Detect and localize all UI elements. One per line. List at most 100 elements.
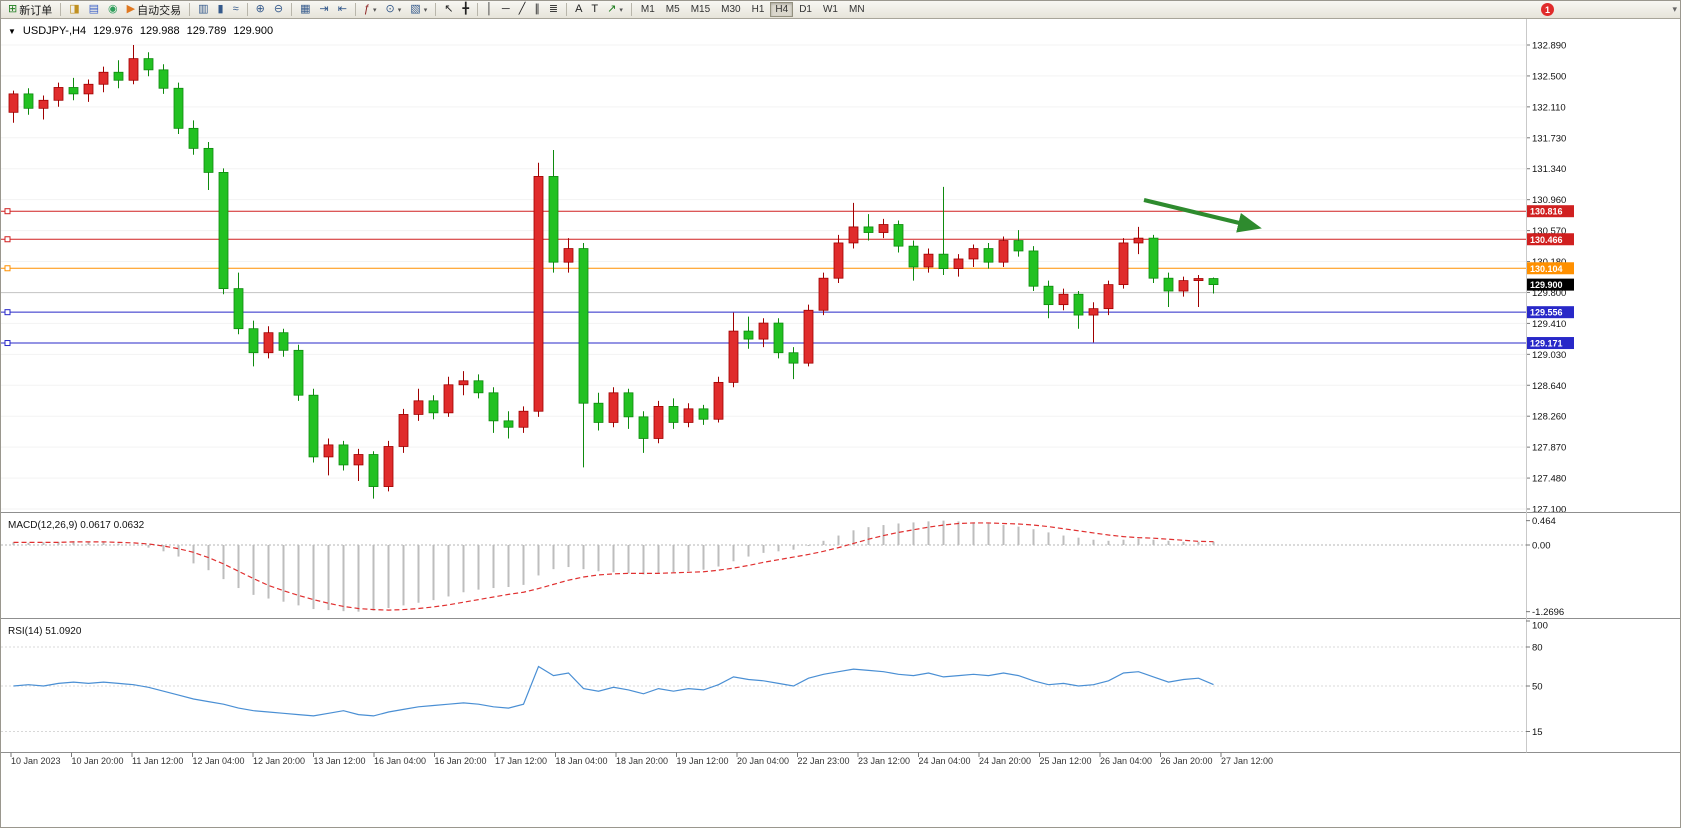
autotrading-button[interactable]: ▶ 自动交易 [123, 1, 185, 19]
time-axis-label: 10 Jan 2023 [11, 756, 61, 766]
vertical-line-button[interactable]: │ [482, 1, 497, 19]
auto-scroll-button[interactable]: ⇥ [315, 1, 332, 19]
chart-shift-button[interactable]: ⇤ [334, 1, 351, 19]
notification-badge[interactable]: 1 [1541, 3, 1554, 16]
tf-w1-button[interactable]: W1 [822, 4, 838, 15]
time-axis-label: 27 Jan 12:00 [1221, 756, 1274, 766]
indicators-button[interactable]: ƒ ▾ [360, 1, 381, 19]
chart-area: 132.890 132.500 132.110 131.730 131.340 130.9… [1, 19, 1681, 828]
periods-button-dropdown-icon[interactable]: ▾ [397, 6, 402, 14]
candles [8, 45, 1219, 499]
toolbar-separator [354, 3, 356, 16]
symbol-dropdown-icon[interactable]: ▼ [8, 26, 16, 36]
time-axis-label: 12 Jan 04:00 [192, 756, 245, 766]
time-axis-label: 17 Jan 12:00 [495, 756, 548, 766]
periods-button[interactable]: ⊙ ▾ [382, 1, 406, 19]
bar-chart-button[interactable]: ▥ [194, 1, 212, 19]
market-watch-icon[interactable]: ◨ [65, 1, 83, 19]
periods-icon: ⊙ [385, 3, 395, 15]
horizontal-line[interactable]: 130.466 [1, 233, 1574, 246]
time-axis-label: 26 Jan 04:00 [1100, 756, 1153, 766]
tf-m5-button[interactable]: M5 [665, 4, 680, 15]
label-button[interactable]: T [587, 1, 602, 19]
trendline-button[interactable]: ╱ [515, 1, 530, 19]
new-order-button[interactable]: ⊞ 新订单 [4, 1, 56, 19]
tf-m30-button[interactable]: M30 [721, 4, 741, 15]
channel-icon: ∥ [534, 3, 540, 15]
trendline-icon: ╱ [518, 3, 526, 15]
new-order-icon: ⊞ [8, 3, 18, 15]
price-axis-label: 128.260 [1532, 412, 1566, 423]
toolbar-separator [477, 3, 479, 16]
time-axis[interactable]: 10 Jan 2023 10 Jan 20:00 11 Jan 12:00 12 Ja… [1, 756, 1680, 772]
horizontal-line-button[interactable]: ─ [498, 1, 514, 19]
time-axis-label: 10 Jan 20:00 [71, 756, 124, 766]
price-axis-label: 132.500 [1532, 71, 1566, 82]
indicators-button-dropdown-icon[interactable]: ▾ [373, 6, 377, 14]
toolbar-separator [189, 3, 191, 16]
tile-windows-button[interactable]: ▦ [296, 1, 314, 19]
zoom-in-button[interactable]: ⊕ [252, 1, 269, 19]
tf-d1-button[interactable]: D1 [799, 4, 812, 15]
horizontal-line[interactable]: 130.816 [1, 205, 1574, 218]
price-axis-label: 132.110 [1532, 102, 1566, 113]
tf-m1-button[interactable]: M1 [640, 4, 655, 15]
label-icon: T [591, 3, 599, 15]
zoom-out-button[interactable]: ⊖ [270, 1, 287, 19]
rsi-line [13, 665, 1214, 717]
candle-chart-button[interactable]: ▮ [214, 1, 228, 19]
horizontal-line[interactable]: 130.104 [1, 262, 1574, 275]
cursor-button[interactable]: ↖ [440, 1, 457, 19]
price-axis-label: 127.100 [1532, 505, 1566, 516]
price-axis-label: 127.870 [1532, 443, 1566, 454]
tf-mn-button[interactable]: MN [848, 4, 865, 15]
templates-button-dropdown-icon[interactable]: ▾ [423, 6, 428, 14]
price-axis-label: 129.030 [1532, 350, 1566, 361]
chart-shift-icon: ⇤ [337, 3, 347, 15]
auto-scroll-icon: ⇥ [319, 3, 329, 15]
text-button[interactable]: A [571, 1, 586, 19]
price-axis-label: 131.730 [1532, 133, 1566, 144]
time-axis-label: 13 Jan 12:00 [313, 756, 366, 766]
chart-title: USDJPY-,H4 [22, 25, 87, 37]
price-chart-canvas[interactable]: 132.890 132.500 132.110 131.730 131.340 130.9… [1, 19, 1681, 828]
channel-button[interactable]: ∥ [530, 1, 544, 19]
navigator-icon[interactable]: ▤ [85, 1, 103, 19]
line-chart-button[interactable]: ≈ [229, 1, 243, 19]
toolbar-separator [246, 3, 248, 16]
toolbar: 1 ▾ ⊞ 新订单 ◨ ▤ ◉ ▶ 自动交易 ▥ ▮ ≈ ⊕ ⊖ ▦ ⇥ ⇤ ƒ ▾ ⊙ ▾ ▧ ▾ ↖ ╋ │ ─ ╱ ∥ ≣ A T ↗… [1, 1, 1680, 19]
time-axis-label: 16 Jan 20:00 [434, 756, 487, 766]
terminal-icon[interactable]: ◉ [104, 1, 122, 19]
time-axis-label: 23 Jan 12:00 [858, 756, 911, 766]
line-chart-icon: ≈ [232, 3, 239, 15]
tf-h1-button[interactable]: H1 [751, 4, 765, 15]
svg-text:50: 50 [1532, 682, 1543, 693]
price-axis-label: 129.410 [1532, 319, 1566, 330]
templates-button[interactable]: ▧ ▾ [406, 1, 431, 19]
macd-signal-line [13, 522, 1214, 611]
price-axis-label: 128.640 [1532, 381, 1566, 392]
trend-arrow-annotation[interactable] [1143, 198, 1262, 233]
tf-m15-button[interactable]: M15 [690, 4, 711, 15]
time-axis-label: 12 Jan 20:00 [253, 756, 306, 766]
time-axis-label: 16 Jan 04:00 [374, 756, 427, 766]
toolbar-separator [60, 3, 62, 16]
svg-text:0.00: 0.00 [1532, 541, 1551, 552]
fibonacci-button[interactable]: ≣ [545, 1, 562, 19]
arrows-button[interactable]: ↗ ▾ [603, 1, 627, 19]
price-axis-label: 132.890 [1532, 41, 1566, 52]
svg-text:100: 100 [1532, 621, 1548, 632]
toolbar-overflow-icon[interactable]: ▾ [1672, 4, 1677, 14]
vertical-line-icon: │ [486, 3, 493, 15]
crosshair-button[interactable]: ╋ [458, 1, 473, 19]
time-axis-label: 20 Jan 04:00 [737, 756, 790, 766]
tf-h4-button[interactable]: H4 [770, 2, 794, 17]
time-axis-label: 25 Jan 12:00 [1039, 756, 1092, 766]
horizontal-line[interactable]: 129.171 [1, 337, 1574, 350]
arrows-button-dropdown-icon[interactable]: ▾ [619, 6, 623, 14]
svg-text:0.464: 0.464 [1532, 516, 1556, 527]
horizontal-line[interactable]: 129.556 [1, 306, 1574, 319]
svg-text:80: 80 [1532, 643, 1543, 654]
price-axis-label: 129.800 [1532, 288, 1566, 299]
